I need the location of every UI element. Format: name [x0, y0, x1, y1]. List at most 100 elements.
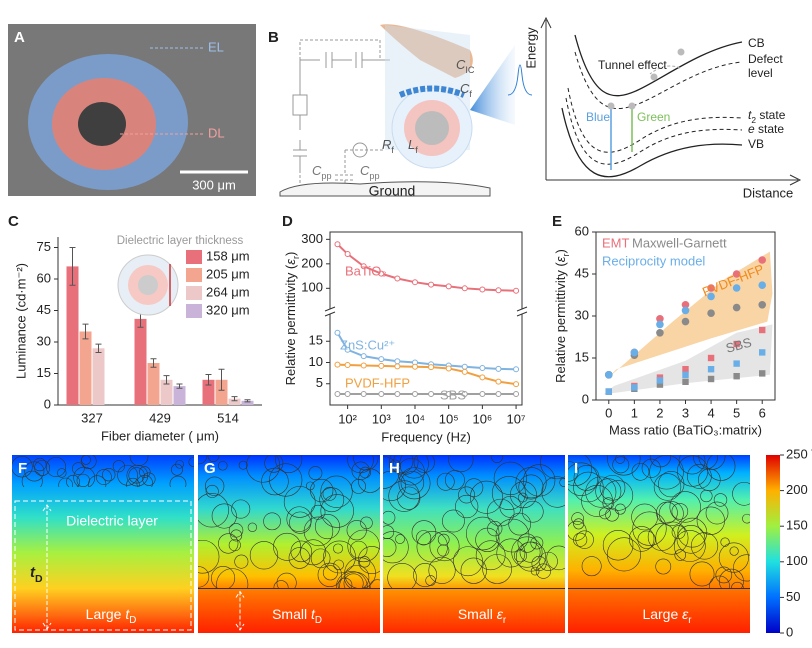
- data-point: [479, 374, 486, 381]
- label-part: C: [360, 163, 370, 178]
- particle: [425, 575, 436, 586]
- label-part: t: [125, 606, 130, 622]
- particle: [559, 477, 565, 487]
- data-point: [513, 287, 520, 294]
- data-point: [513, 381, 520, 388]
- x-tick-label: 2: [656, 405, 663, 420]
- colorbar-label: 250 V: [786, 446, 812, 461]
- particle: [655, 558, 672, 575]
- x-tick-label: 6: [759, 405, 766, 420]
- y-tick-label: 45: [575, 265, 589, 280]
- data-point: [479, 365, 486, 372]
- data-point: [411, 363, 418, 370]
- plot-frame: [329, 231, 523, 406]
- x-tick-label: 10⁶: [472, 411, 492, 426]
- particle: [515, 467, 547, 499]
- particle: [575, 530, 594, 549]
- series-label: SBS: [440, 387, 466, 402]
- particle: [568, 462, 598, 496]
- particle: [359, 466, 371, 479]
- thickness-arrow: [235, 590, 245, 631]
- annotation: Tunnel effect: [598, 58, 667, 72]
- circuit: [299, 39, 385, 185]
- particle: [649, 455, 671, 468]
- particle: [399, 455, 429, 479]
- data-point: [707, 292, 715, 301]
- particle: [486, 498, 515, 527]
- particle: [283, 486, 316, 518]
- particle: [729, 546, 739, 556]
- data-point: [378, 270, 385, 277]
- series-label: BaTiO₃: [345, 263, 387, 278]
- label-part: r: [688, 615, 692, 626]
- particle: [338, 571, 371, 589]
- error-bar: [218, 368, 225, 391]
- particle: [369, 579, 380, 589]
- data-point: [656, 381, 664, 388]
- label-part: IC: [465, 65, 475, 75]
- particle: [487, 521, 503, 537]
- particle: [72, 462, 85, 475]
- data-point: [394, 358, 401, 365]
- particle: [632, 511, 667, 546]
- particle: [693, 455, 718, 470]
- particle: [247, 522, 258, 532]
- particle: [288, 547, 311, 569]
- particle: [264, 455, 284, 473]
- particle: [198, 455, 208, 465]
- particle: [353, 455, 379, 471]
- panel-caption: Large tD: [86, 606, 137, 626]
- particle: [314, 513, 341, 540]
- x-tick-label: 10³: [372, 411, 391, 426]
- particle: [320, 475, 353, 508]
- emission-peak: [507, 64, 533, 96]
- thickness-label: tD: [30, 564, 43, 585]
- particle: [218, 533, 239, 554]
- particle: [531, 556, 547, 572]
- particle: [631, 462, 650, 481]
- particle: [671, 525, 686, 540]
- particle: [458, 486, 476, 504]
- particle: [429, 531, 460, 562]
- panel-caption: Small εr: [458, 606, 507, 626]
- x-axis-label: Mass ratio (BaTiO₃:matrix): [609, 422, 762, 437]
- particle: [112, 460, 125, 473]
- particle: [437, 533, 450, 546]
- particle: [602, 497, 615, 510]
- particle: [211, 503, 237, 529]
- label-part: t: [748, 108, 752, 122]
- particle: [669, 491, 701, 523]
- particle: [496, 538, 526, 568]
- particle: [300, 539, 327, 566]
- legend-swatch: [186, 304, 202, 318]
- light-cone: [470, 45, 515, 125]
- particle: [607, 455, 641, 476]
- data-point: [394, 363, 401, 370]
- data-point: [428, 390, 435, 397]
- particle: [57, 468, 67, 478]
- region: [603, 251, 773, 382]
- bar: [215, 379, 228, 405]
- error-bar: [176, 383, 183, 389]
- legend-swatch: [186, 286, 202, 300]
- data-point: [656, 315, 664, 323]
- data-point: [378, 356, 385, 363]
- particle: [442, 509, 465, 533]
- particle: [521, 500, 544, 523]
- x-tick-label: 4: [707, 405, 714, 420]
- inset: [138, 275, 158, 295]
- data-point: [758, 281, 767, 290]
- data-point: [656, 320, 664, 329]
- particles: [568, 455, 750, 589]
- data-point: [707, 366, 715, 373]
- data-point: [344, 346, 351, 353]
- circuit-label: Lf: [408, 137, 418, 155]
- axis-break-gap: [326, 309, 334, 314]
- core: [78, 102, 126, 146]
- data-point: [461, 285, 468, 292]
- data-point: [428, 281, 435, 288]
- label-part: f: [415, 145, 418, 155]
- panel-caption: Large εr: [642, 606, 692, 626]
- error-bar: [95, 343, 102, 353]
